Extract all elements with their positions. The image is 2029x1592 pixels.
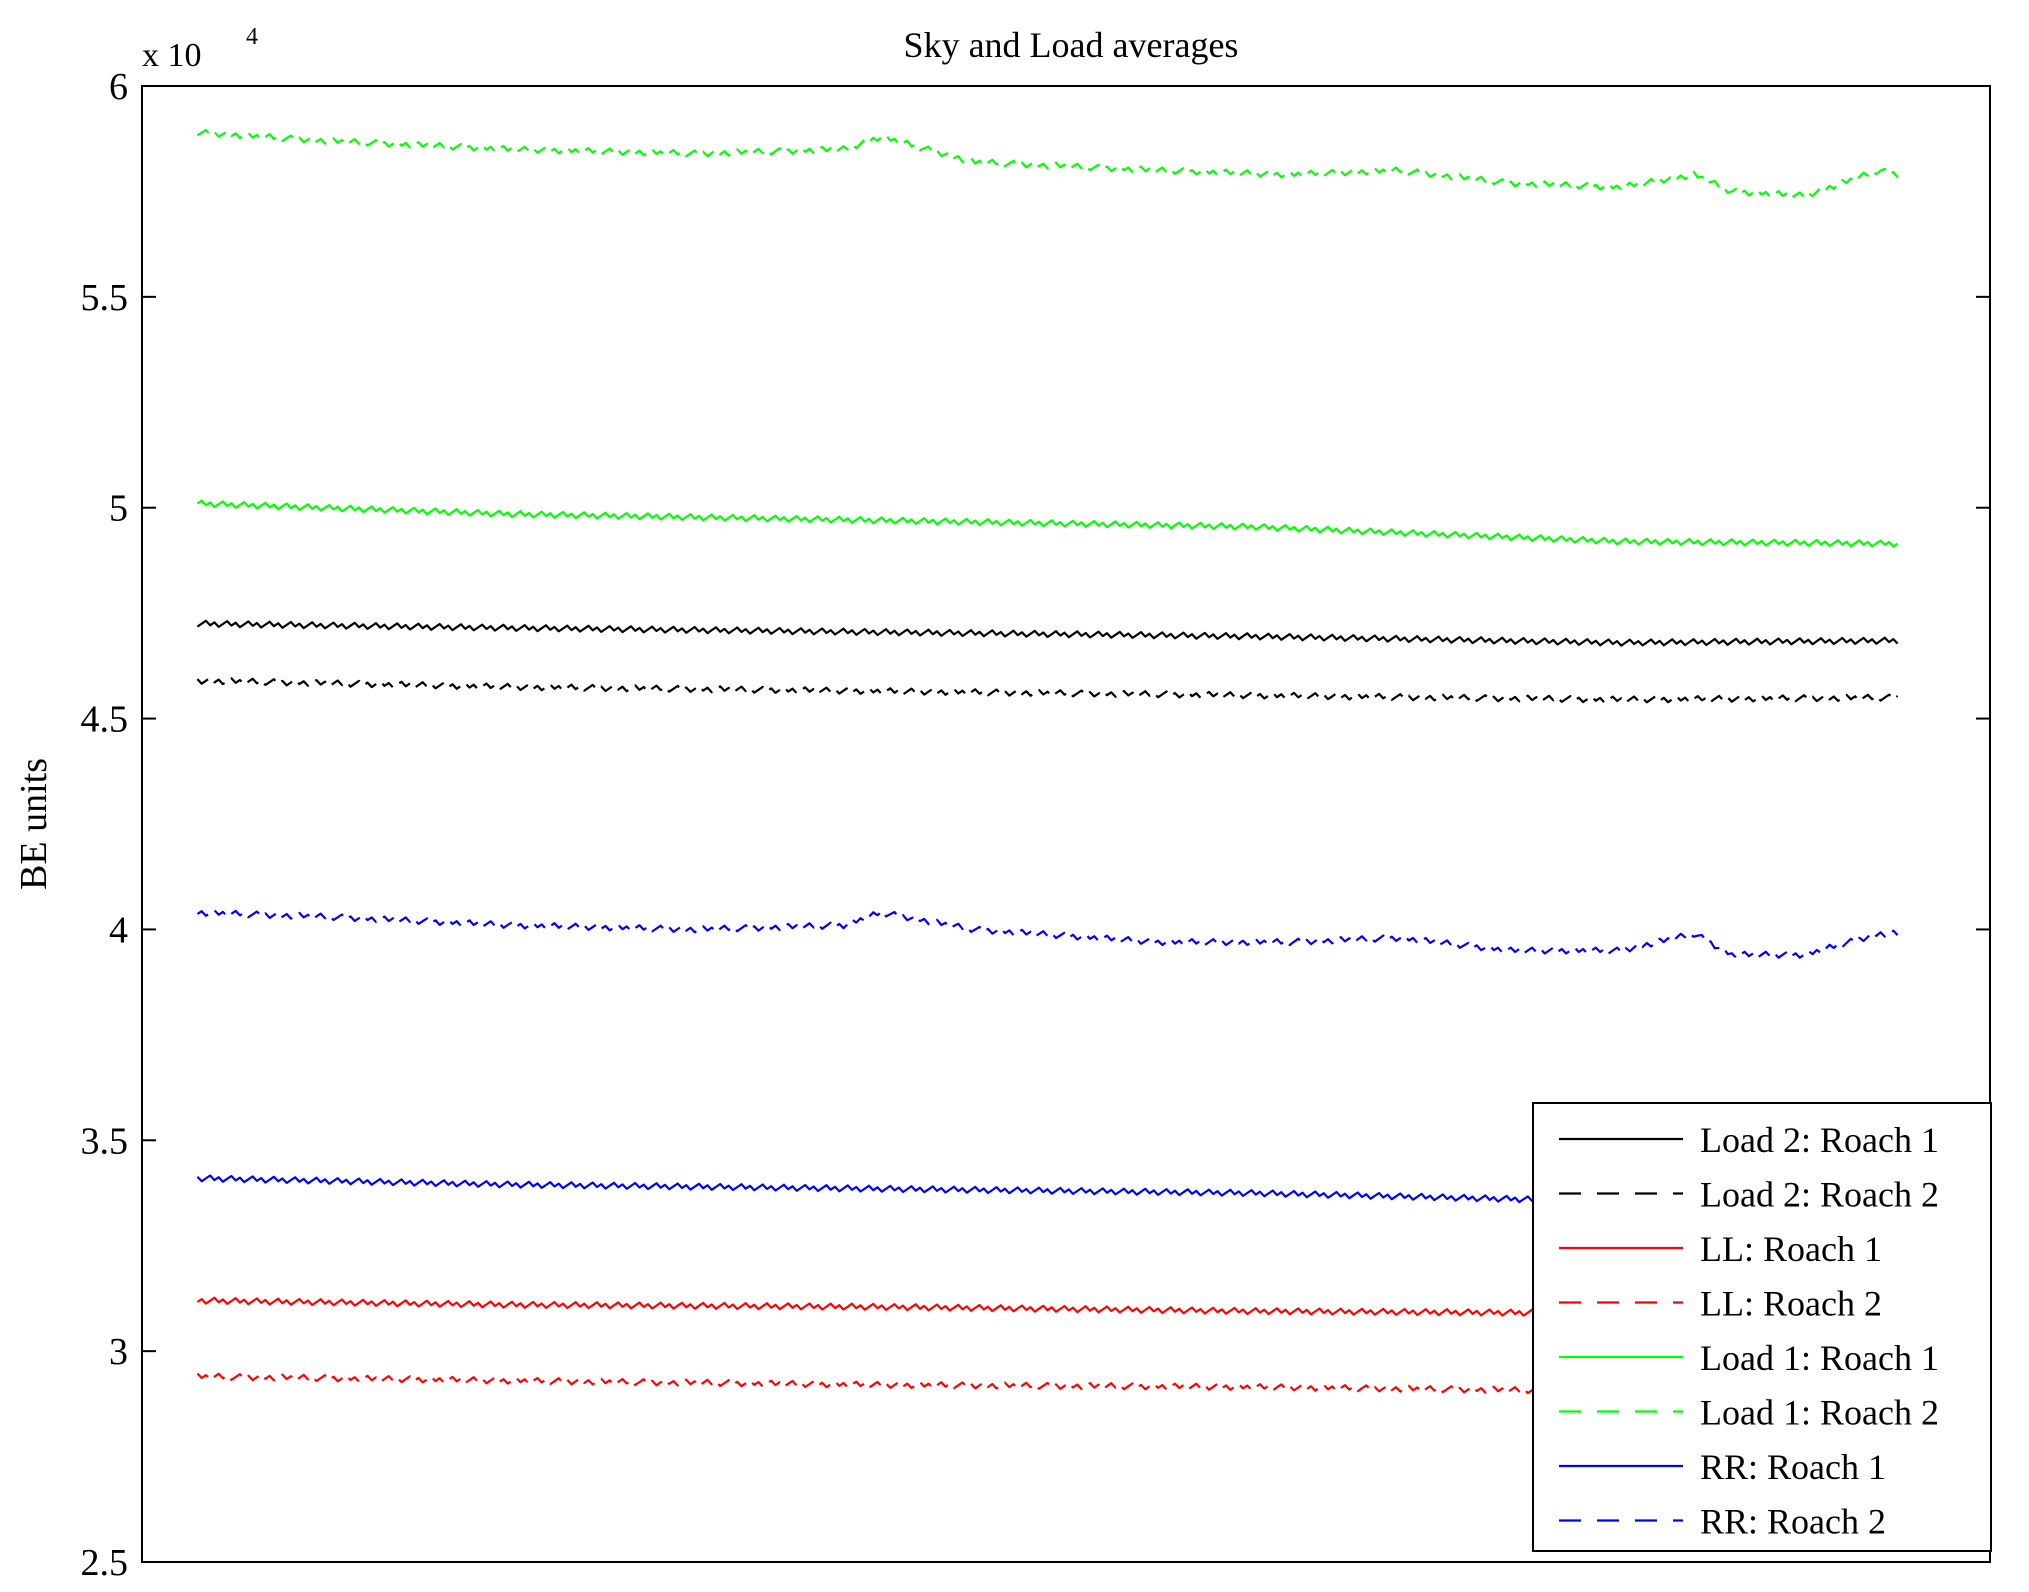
legend-entry: Load 2: Roach 1 xyxy=(1700,1120,1939,1160)
legend-entry: Load 1: Roach 2 xyxy=(1700,1393,1939,1433)
legend-entry: Load 2: Roach 2 xyxy=(1700,1175,1939,1215)
legend-entry: RR: Roach 1 xyxy=(1700,1447,1886,1487)
y-tick-label: 3 xyxy=(109,1331,128,1373)
y-tick-label: 6 xyxy=(109,66,128,108)
series-line xyxy=(196,128,1899,199)
y-tick-label: 3.5 xyxy=(81,1120,129,1162)
legend-entry: RR: Roach 2 xyxy=(1700,1502,1886,1542)
y-tick-label: 2.5 xyxy=(81,1542,129,1584)
legend: Load 2: Roach 1 Load 2: Roach 2 LL: Roach … xyxy=(1532,1102,1992,1552)
y-axis-label: BE units xyxy=(13,758,55,890)
plot-frame xyxy=(141,85,1991,1563)
y-axis-ticks: 2.5 3 3.5 4 4.5 5 5.5 6 xyxy=(81,66,1990,1584)
legend-entry: LL: Roach 2 xyxy=(1700,1284,1882,1324)
legend-entry: Load 1: Roach 1 xyxy=(1700,1338,1939,1378)
y-tick-label: 4.5 xyxy=(81,699,129,741)
y-tick-label: 5 xyxy=(109,488,128,530)
y-tick-label: 5.5 xyxy=(81,277,129,319)
legend-box xyxy=(1532,1102,1992,1552)
y-axis-multiplier-exponent: 4 xyxy=(246,24,258,50)
series-line xyxy=(196,676,1899,704)
legend-entry: LL: Roach 1 xyxy=(1700,1229,1882,1269)
series-line xyxy=(196,499,1899,548)
series-line xyxy=(196,619,1899,647)
chart-title: Sky and Load averages xyxy=(904,25,1239,65)
y-tick-label: 4 xyxy=(109,909,128,951)
series-line xyxy=(196,909,1899,959)
y-axis-multiplier: x 10 xyxy=(142,37,202,74)
